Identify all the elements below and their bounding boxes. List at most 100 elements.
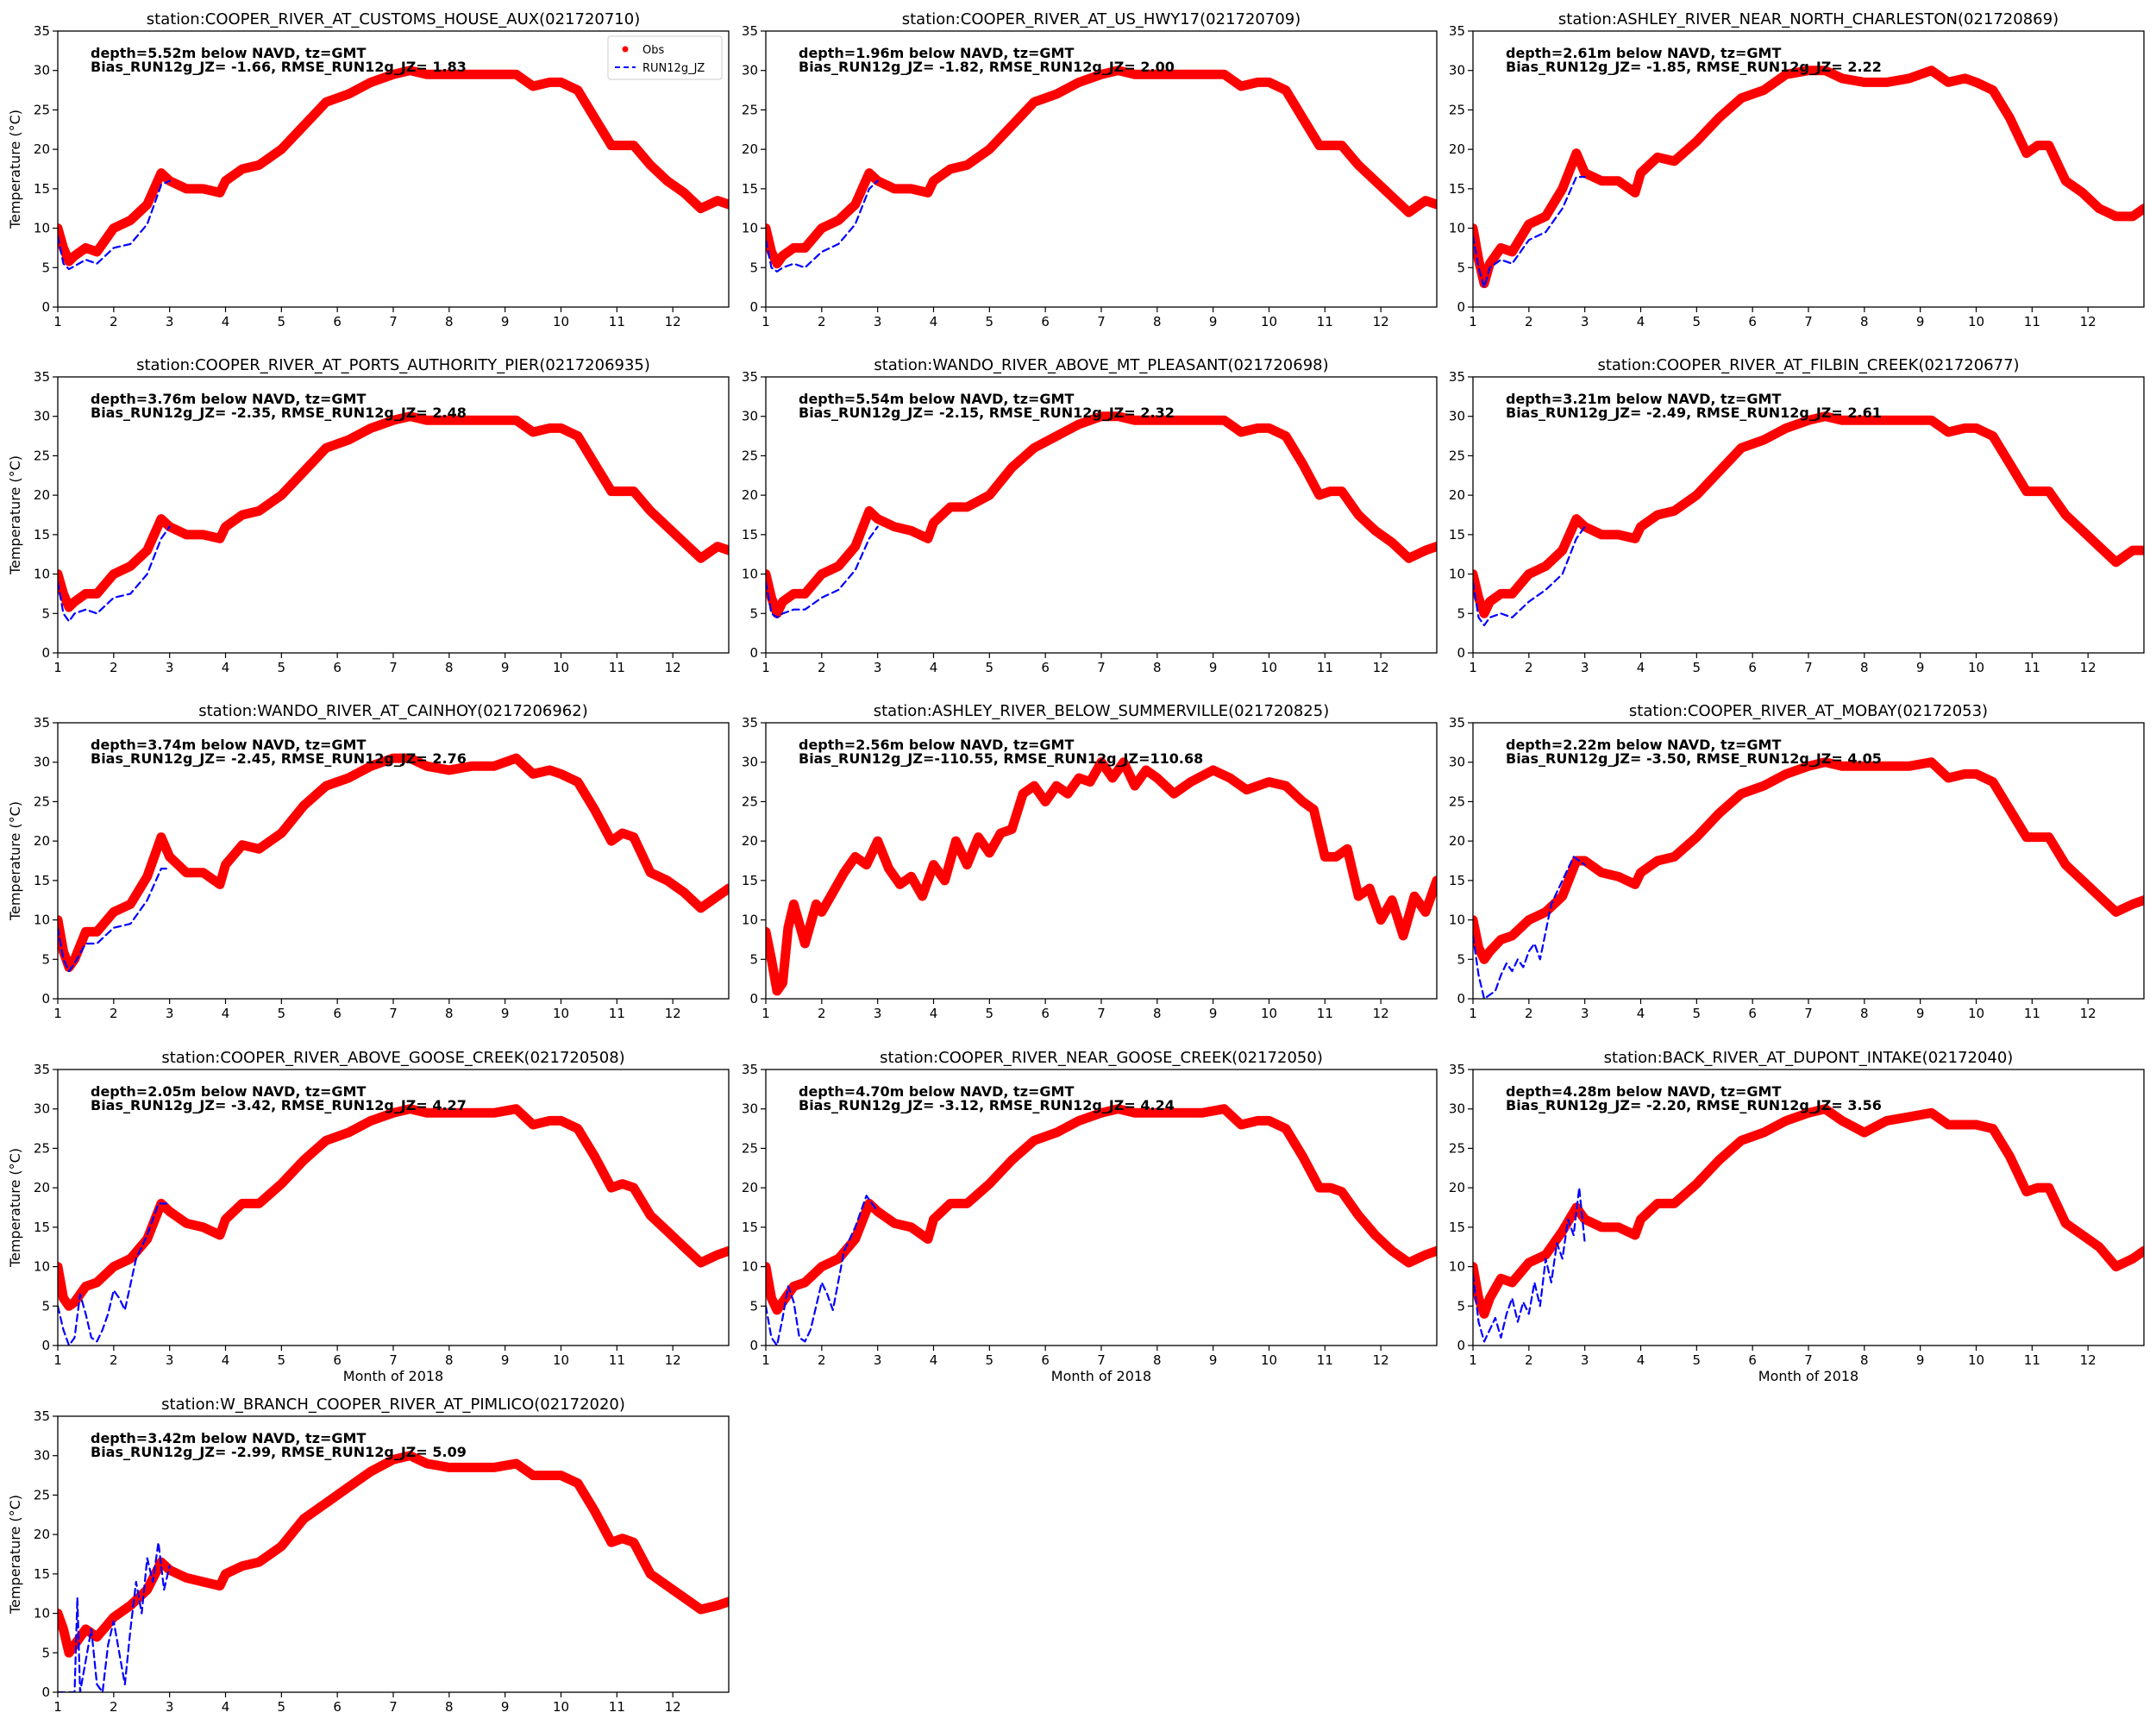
x-tick-label: 11 [1317,660,1333,675]
y-tick-label: 20 [1449,833,1465,849]
y-tick-label: 30 [34,63,50,78]
x-tick-label: 5 [986,660,994,675]
annotation-stats: Bias_RUN12g_JZ= -2.45, RMSE_RUN12g_JZ= 2… [91,750,467,767]
y-tick-label: 25 [34,794,50,809]
annotation-stats: Bias_RUN12g_JZ= -3.42, RMSE_RUN12g_JZ= 4… [91,1097,467,1113]
y-tick-label: 20 [34,833,50,849]
x-tick-label: 11 [2024,314,2040,329]
obs-series-line [766,411,1437,618]
x-tick-label: 1 [761,660,770,675]
plot-area [58,1451,729,1692]
x-tick-label: 7 [1097,1006,1106,1021]
plot-area [766,1104,1437,1346]
x-tick-label: 5 [1693,314,1702,329]
x-tick-label: 8 [1860,1006,1869,1021]
panel-title: station:BACK_RIVER_AT_DUPONT_INTAKE(0217… [1604,1049,2014,1067]
x-tick-label: 4 [930,660,938,675]
x-tick-label: 7 [1097,314,1106,329]
x-tick-label: 8 [1153,314,1162,329]
x-tick-label: 4 [1637,1006,1645,1021]
legend-obs-marker [622,46,629,53]
plot-area [766,757,1437,996]
x-tick-label: 5 [986,1006,994,1021]
x-tick-label: 8 [445,314,454,329]
annotation-depth: depth=5.52m below NAVD, tz=GMT [91,45,366,61]
y-tick-label: 0 [749,645,758,661]
y-tick-label: 30 [1449,1101,1465,1117]
obs-series-line [58,1451,729,1658]
x-tick-label: 7 [389,1352,398,1368]
panel-title: station:COOPER_RIVER_NEAR_GOOSE_CREEK(02… [880,1049,1323,1067]
y-tick-label: 35 [1449,715,1465,731]
y-tick-label: 25 [1449,448,1465,463]
x-tick-label: 10 [553,1699,569,1715]
y-tick-label: 15 [34,527,50,543]
y-tick-label: 30 [742,1101,758,1117]
y-tick-label: 5 [41,260,50,275]
model-series-line [1473,856,1586,999]
x-tick-label: 5 [986,314,994,329]
x-tick-label: 9 [1916,1352,1925,1368]
y-tick-label: 25 [34,1140,50,1156]
x-tick-label: 3 [1581,1352,1589,1368]
y-tick-label: 15 [1449,1220,1465,1235]
y-tick-label: 25 [742,102,758,117]
y-tick-label: 15 [34,1566,50,1582]
y-tick-label: 15 [34,181,50,197]
x-tick-label: 3 [166,1352,174,1368]
x-tick-label: 7 [1804,660,1813,675]
x-tick-label: 1 [53,1352,62,1368]
annotation-depth: depth=1.96m below NAVD, tz=GMT [799,45,1074,61]
x-tick-label: 10 [1261,314,1277,329]
x-tick-label: 5 [278,660,286,675]
y-tick-label: 10 [742,1259,758,1275]
y-tick-label: 0 [41,1684,50,1700]
x-tick-label: 3 [166,1006,174,1021]
x-tick-label: 6 [1748,1352,1757,1368]
x-tick-label: 6 [1041,314,1050,329]
annotation-stats: Bias_RUN12g_JZ= -3.12, RMSE_RUN12g_JZ= 4… [799,1097,1175,1113]
x-tick-label: 4 [222,1352,230,1368]
y-tick-label: 10 [34,913,50,928]
x-tick-label: 6 [1748,1006,1757,1021]
model-series-line [58,525,171,623]
y-tick-label: 0 [1457,299,1465,315]
x-tick-label: 10 [553,1006,569,1021]
x-tick-label: 8 [1860,314,1869,329]
y-tick-label: 20 [34,1527,50,1542]
annotation-stats: Bias_RUN12g_JZ= -1.66, RMSE_RUN12g_JZ= 1… [91,59,467,75]
annotation-depth: depth=5.54m below NAVD, tz=GMT [799,391,1074,407]
x-tick-label: 6 [1041,660,1050,675]
y-tick-label: 0 [41,1338,50,1353]
y-axis-label: Temperature (°C) [7,110,23,229]
x-tick-label: 12 [2080,1352,2096,1368]
x-tick-label: 1 [1469,660,1477,675]
y-tick-label: 5 [41,605,50,621]
y-tick-label: 5 [41,951,50,967]
panel-title: station:COOPER_RIVER_ABOVE_GOOSE_CREEK(0… [161,1049,624,1067]
x-tick-label: 3 [874,1006,882,1021]
annotation-stats: Bias_RUN12g_JZ= -3.50, RMSE_RUN12g_JZ= 4… [1506,750,1882,767]
x-tick-label: 10 [1261,1352,1277,1368]
x-tick-label: 4 [222,660,230,675]
x-tick-label: 6 [333,1352,342,1368]
y-axis-label: Temperature (°C) [7,455,23,575]
y-tick-label: 35 [742,715,758,731]
x-tick-label: 2 [818,314,826,329]
y-tick-label: 30 [1449,755,1465,770]
annotation-stats: Bias_RUN12g_JZ= -2.49, RMSE_RUN12g_JZ= 2… [1506,405,1882,421]
x-tick-label: 5 [278,1006,286,1021]
x-tick-label: 8 [1153,1352,1162,1368]
y-tick-label: 10 [34,1606,50,1622]
y-tick-label: 10 [742,221,758,236]
y-tick-label: 0 [1457,645,1465,661]
x-tick-label: 11 [609,1006,625,1021]
model-series-line [766,179,879,273]
y-tick-label: 5 [749,605,758,621]
x-tick-label: 9 [501,1352,510,1368]
